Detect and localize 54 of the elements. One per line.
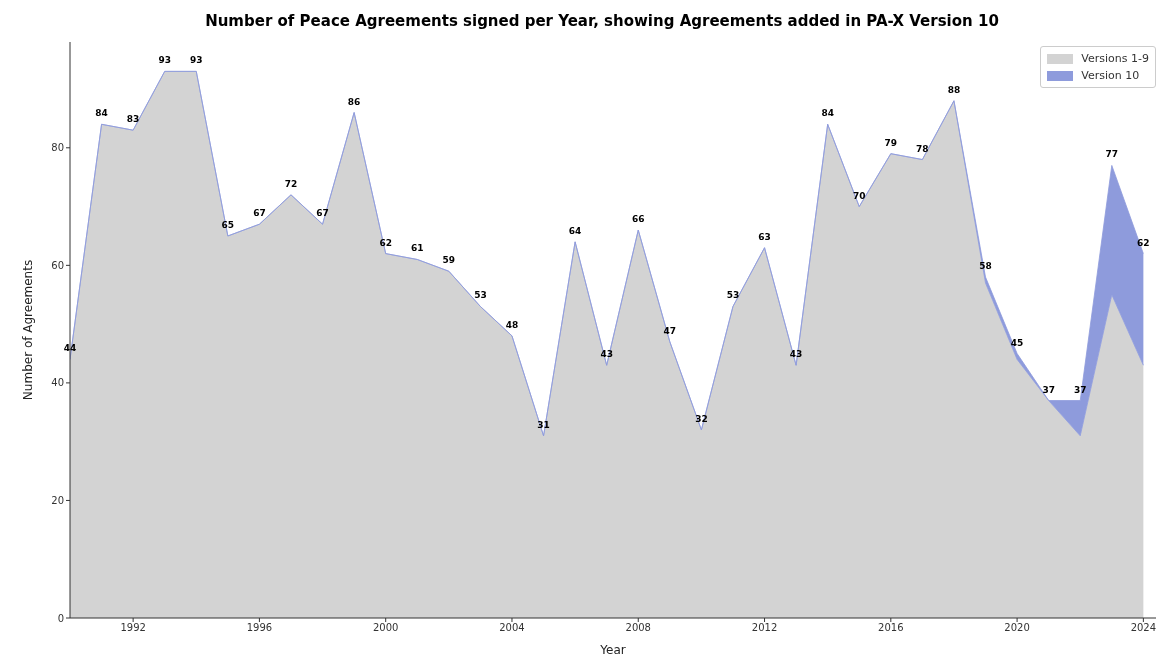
total-label: 45 (1010, 337, 1024, 348)
total-label: 83 (126, 114, 140, 125)
total-label: 58 (979, 261, 992, 272)
total-label: 37 (1073, 384, 1087, 395)
total-label: 62 (379, 237, 392, 248)
total-label: 66 (631, 214, 645, 225)
total-label: 44 (63, 343, 77, 354)
total-label: 61 (411, 243, 424, 254)
total-label: 67 (253, 208, 266, 219)
x-tick-label: 1992 (120, 622, 146, 634)
total-label: 37 (1042, 384, 1055, 395)
total-label: 31 (537, 419, 550, 430)
total-label: 86 (347, 96, 361, 107)
x-tick-label: 2012 (751, 622, 778, 634)
legend-label: Version 10 (1081, 69, 1140, 82)
total-label: 59 (442, 255, 456, 266)
x-tick-label: 2000 (372, 622, 399, 634)
total-label: 78 (916, 143, 929, 154)
total-label: 64 (568, 225, 582, 236)
x-tick-label: 2020 (1004, 622, 1030, 634)
total-label: 93 (158, 55, 171, 66)
x-tick-label: 1996 (246, 622, 273, 634)
total-label: 65 (221, 219, 235, 230)
y-tick-label: 80 (51, 142, 64, 154)
y-tick-label: 60 (51, 259, 64, 271)
x-tick-label: 2016 (878, 622, 904, 634)
total-label: 48 (505, 319, 519, 330)
total-label: 72 (284, 178, 298, 189)
total-label: 47 (663, 325, 677, 336)
legend-label: Versions 1-9 (1081, 52, 1149, 65)
total-label: 62 (1137, 237, 1150, 248)
y-tick-label: 0 (57, 612, 64, 624)
x-tick-label: 2024 (1130, 622, 1156, 634)
y-axis-title: Number of Agreements (21, 259, 36, 401)
total-label: 79 (884, 137, 898, 148)
total-label: 43 (789, 349, 803, 360)
total-label: 32 (695, 413, 708, 424)
x-tick-label: 2008 (625, 622, 651, 634)
total-label: 84 (821, 108, 834, 119)
total-label: 93 (190, 55, 203, 66)
y-tick-label: 20 (51, 495, 64, 506)
y-tick-label: 40 (51, 377, 64, 389)
x-tick-label: 2004 (499, 622, 525, 634)
total-label: 53 (726, 290, 740, 301)
chart-title: Number of Peace Agreements signed per Year, showing Agreements added in PA-X Version 10 (204, 11, 1000, 32)
x-axis-title: Year (599, 643, 626, 654)
total-label: 77 (1105, 149, 1119, 160)
total-label: 53 (474, 290, 487, 301)
total-label: 88 (947, 84, 961, 95)
total-label: 67 (316, 208, 329, 219)
total-label: 70 (852, 190, 866, 201)
total-label: 63 (758, 231, 771, 242)
total-label: 43 (600, 349, 613, 360)
total-label: 84 (95, 108, 108, 119)
